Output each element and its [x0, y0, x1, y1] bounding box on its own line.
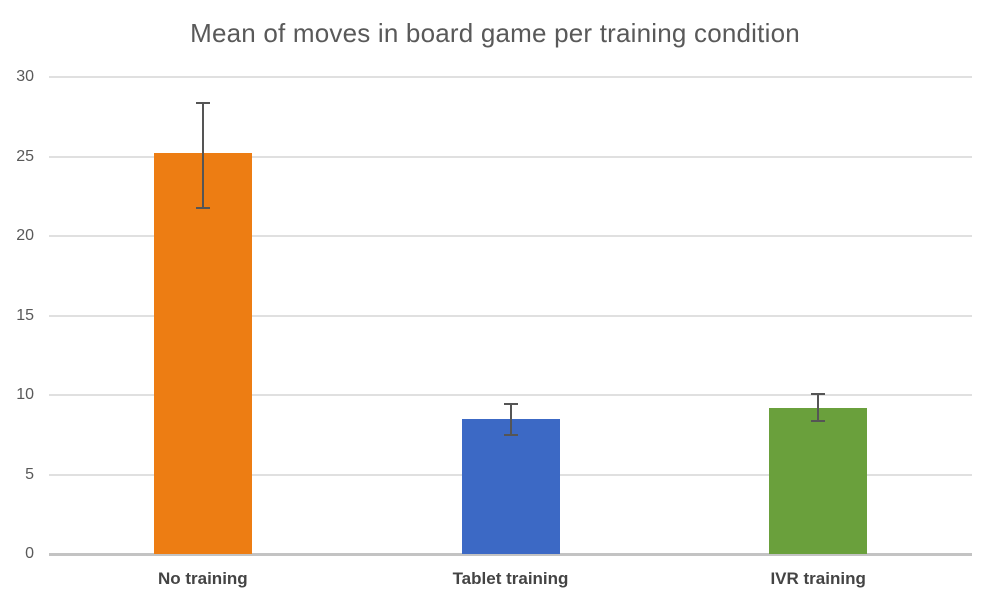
- plot-area: No training Tablet training IVR training: [49, 76, 972, 588]
- gridline-10: [49, 394, 972, 396]
- y-tick-label-15: 15: [16, 306, 34, 324]
- error-cap-top-tablet-training: [503, 402, 518, 405]
- gridline-20: [49, 235, 972, 237]
- error-bar-ivr-training: [817, 393, 820, 423]
- x-axis-line: [49, 553, 972, 556]
- error-cap-top-ivr-training: [811, 393, 826, 396]
- error-cap-bottom-ivr-training: [811, 420, 826, 423]
- error-bar-tablet-training: [509, 402, 512, 437]
- bar-tablet-training: [461, 418, 560, 554]
- gridline-15: [49, 314, 972, 317]
- error-bar-no-training: [201, 102, 204, 209]
- category-label-ivr-training: IVR training: [770, 569, 866, 588]
- y-tick-label-20: 20: [16, 227, 34, 244]
- y-tick-label-0: 0: [25, 545, 34, 562]
- y-tick-label-5: 5: [25, 465, 34, 483]
- error-cap-bottom-no-training: [195, 206, 210, 209]
- bar-no-training: [153, 153, 252, 554]
- bar-ivr-training: [769, 407, 868, 554]
- error-cap-top-no-training: [195, 102, 210, 105]
- y-tick-label-10: 10: [16, 386, 34, 403]
- y-tick-label-25: 25: [16, 147, 34, 165]
- y-tick-label-30: 30: [16, 68, 34, 85]
- gridline-30: [49, 76, 972, 78]
- category-label-no-training: No training: [157, 569, 248, 588]
- category-label-tablet-training: Tablet training: [452, 569, 569, 588]
- error-cap-bottom-tablet-training: [503, 434, 518, 437]
- chart-title: Mean of moves in board game per training…: [190, 18, 800, 48]
- gridline-25: [49, 155, 972, 158]
